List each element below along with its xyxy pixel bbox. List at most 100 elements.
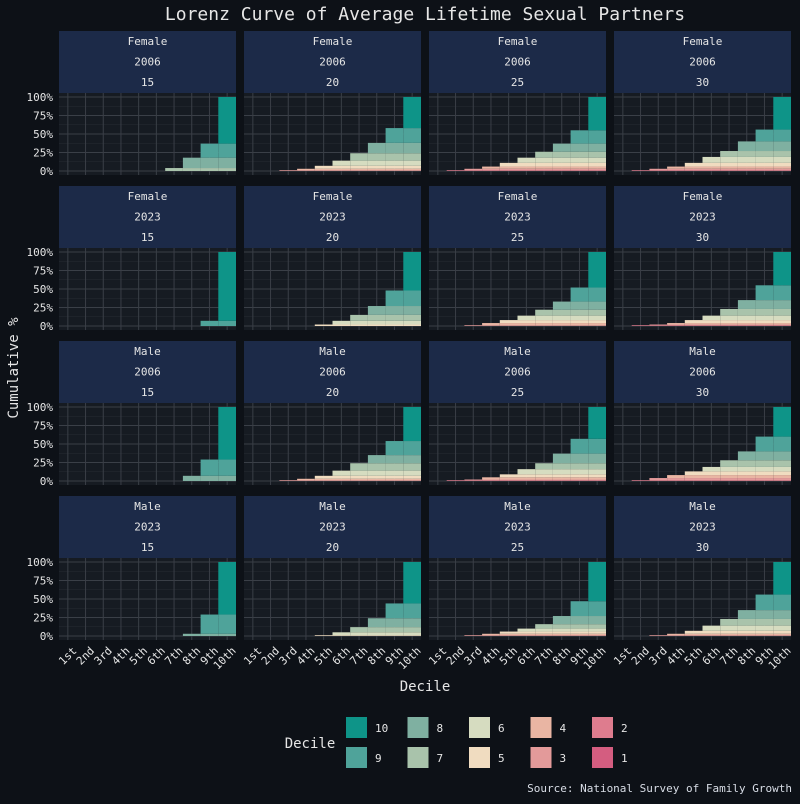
legend-label: 1 bbox=[621, 752, 628, 765]
bar-segment bbox=[720, 325, 738, 326]
bar-segment bbox=[570, 438, 589, 454]
bar-segment bbox=[200, 633, 219, 636]
bar-segment bbox=[667, 633, 685, 636]
panel-strip bbox=[614, 186, 791, 248]
bar-segment bbox=[702, 475, 721, 479]
bar-segment bbox=[535, 323, 553, 326]
strip-year-label: 2006 bbox=[504, 366, 531, 379]
bar-segment bbox=[649, 170, 668, 171]
bar-segment bbox=[385, 165, 404, 169]
strip-sex-label: Female bbox=[683, 190, 723, 203]
legend-swatch bbox=[469, 747, 490, 768]
bar-segment bbox=[755, 129, 774, 142]
bar-segment bbox=[684, 633, 703, 636]
bar-segment bbox=[350, 165, 368, 169]
bar-segment bbox=[588, 309, 606, 316]
bar-segment bbox=[773, 168, 791, 171]
bar-segment bbox=[552, 635, 571, 636]
bar-segment bbox=[702, 170, 721, 171]
bar-segment bbox=[649, 480, 668, 481]
bar-segment bbox=[403, 562, 421, 604]
bar-segment bbox=[517, 480, 536, 481]
strip-year-label: 2023 bbox=[689, 521, 716, 534]
y-tick-label: 100% bbox=[27, 246, 54, 259]
strip-age-label: 30 bbox=[696, 386, 709, 399]
bar-segment bbox=[570, 315, 589, 321]
bar-segment bbox=[350, 170, 368, 171]
bar-segment bbox=[403, 252, 421, 291]
y-tick-label: 25% bbox=[33, 302, 53, 315]
bar-segment bbox=[667, 323, 685, 325]
panel: Male 2006 20 bbox=[244, 341, 421, 485]
bar-segment bbox=[773, 480, 791, 481]
bar-segment bbox=[517, 631, 536, 634]
bar-segment bbox=[403, 470, 421, 476]
bar-segment bbox=[755, 315, 774, 321]
panel: Male 2006 25 bbox=[429, 341, 606, 485]
bar-segment bbox=[588, 624, 606, 629]
bar-segment bbox=[517, 157, 536, 163]
bar-segment bbox=[737, 300, 756, 309]
bar-segment bbox=[570, 309, 589, 316]
strip-sex-label: Male bbox=[504, 345, 531, 358]
bar-segment bbox=[588, 323, 606, 326]
panel: Female 2006 30 bbox=[614, 31, 791, 175]
strip-sex-label: Female bbox=[128, 35, 168, 48]
bar-segment bbox=[350, 470, 368, 476]
bar-segment bbox=[755, 635, 774, 636]
bar-segment bbox=[517, 320, 536, 324]
y-tick-label: 0% bbox=[40, 630, 54, 643]
bar-segment bbox=[446, 170, 465, 171]
bar-segment bbox=[737, 168, 756, 171]
legend-label: 3 bbox=[560, 752, 567, 765]
panel: Female 2006 20 bbox=[244, 31, 421, 175]
bar-segment bbox=[570, 633, 589, 636]
bar-segment bbox=[200, 475, 219, 481]
bar-segment bbox=[720, 156, 738, 163]
bar-segment bbox=[773, 475, 791, 479]
bar-segment bbox=[552, 301, 571, 310]
bar-segment bbox=[403, 480, 421, 481]
y-tick-label: 100% bbox=[27, 556, 54, 569]
bar-segment bbox=[517, 479, 536, 481]
bar-segment bbox=[649, 478, 668, 481]
panel-strip bbox=[429, 186, 606, 248]
legend-swatch bbox=[469, 717, 490, 738]
bar-segment bbox=[773, 618, 791, 626]
strip-age-label: 20 bbox=[326, 231, 339, 244]
bar-segment bbox=[588, 562, 606, 602]
bar-segment bbox=[570, 143, 589, 152]
bar-segment bbox=[464, 168, 483, 171]
legend-swatch bbox=[592, 717, 613, 738]
panel: Female 2006 15 0% 25% 50% 75% 100% bbox=[27, 31, 236, 178]
bar-segment bbox=[684, 162, 703, 167]
strip-year-label: 2006 bbox=[134, 56, 161, 69]
bar-segment bbox=[773, 610, 791, 619]
bar-segment bbox=[773, 252, 791, 286]
bar-segment bbox=[552, 469, 571, 475]
bar-segment bbox=[773, 466, 791, 472]
bar-segment bbox=[332, 478, 351, 481]
bar-segment bbox=[570, 477, 589, 480]
bar-segment bbox=[332, 160, 351, 166]
bar-segment bbox=[737, 618, 756, 626]
bar-segment bbox=[588, 633, 606, 636]
bar-segment bbox=[702, 166, 721, 169]
bar-segment bbox=[403, 627, 421, 633]
bar-segment bbox=[684, 320, 703, 324]
bar-segment bbox=[279, 170, 298, 171]
bar-segment bbox=[499, 162, 518, 167]
bar-segment bbox=[737, 156, 756, 163]
strip-age-label: 20 bbox=[326, 76, 339, 89]
bar-segment bbox=[737, 460, 756, 467]
bar-segment bbox=[517, 628, 536, 632]
bar-segment bbox=[385, 441, 404, 456]
bar-segment bbox=[535, 325, 553, 326]
bar-segment bbox=[350, 480, 368, 481]
bar-segment bbox=[702, 168, 721, 171]
bar-segment bbox=[535, 166, 553, 169]
strip-sex-label: Male bbox=[134, 500, 161, 513]
strip-sex-label: Male bbox=[689, 500, 716, 513]
bar-segment bbox=[702, 323, 721, 325]
